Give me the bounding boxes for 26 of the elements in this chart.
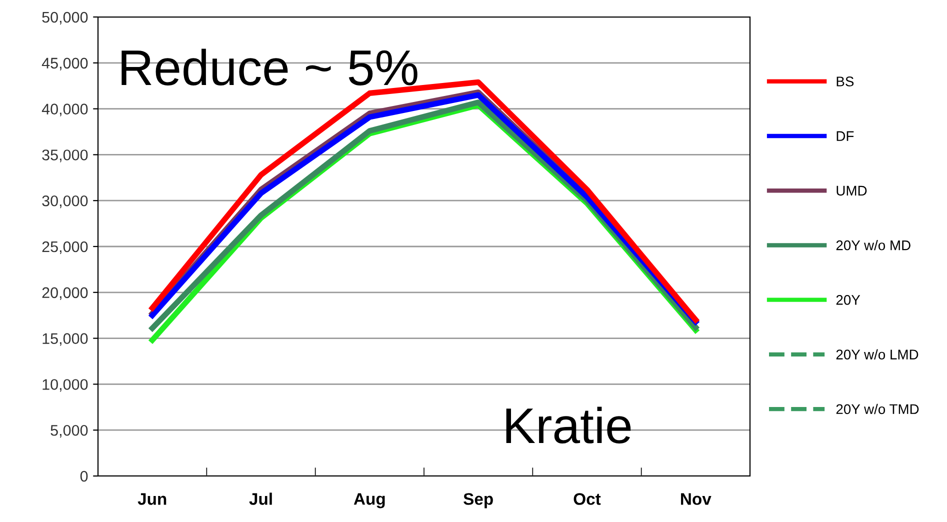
y-tick-label: 35,000 [42,150,88,162]
legend-label: 20Y w/o MD [836,240,910,250]
x-tick-label: Sep [464,493,493,508]
legend-label: DF [836,131,854,141]
y-tick-label: 10,000 [42,379,88,392]
legend-label: BS [836,76,854,86]
x-tick-label: Jul [249,492,272,505]
y-tick-label: 5,000 [50,424,88,438]
legend-label: 20Y [836,295,860,305]
annotation: Reduce ~ 5% [122,48,418,86]
y-tick-label: 0 [80,470,88,482]
x-tick-label: Aug [354,493,385,508]
x-tick-label: Nov [681,493,712,505]
x-tick-label: Oct [574,493,601,505]
legend-label: 20Y w/o LMD [836,349,918,360]
y-tick-label: 40,000 [42,104,88,116]
legend-label: UMD [836,186,867,196]
y-tick-label: 50,000 [42,12,88,24]
y-tick-label: 15,000 [42,333,88,346]
y-tick-label: 45,000 [42,58,88,70]
annotation: Kratie [506,406,631,444]
legend-label: 20Y w/o TMD [836,404,919,414]
y-tick-label: 25,000 [42,241,88,254]
y-tick-label: 20,000 [42,287,88,300]
x-tick-label: Jun [138,493,166,505]
y-tick-label: 30,000 [42,195,88,208]
